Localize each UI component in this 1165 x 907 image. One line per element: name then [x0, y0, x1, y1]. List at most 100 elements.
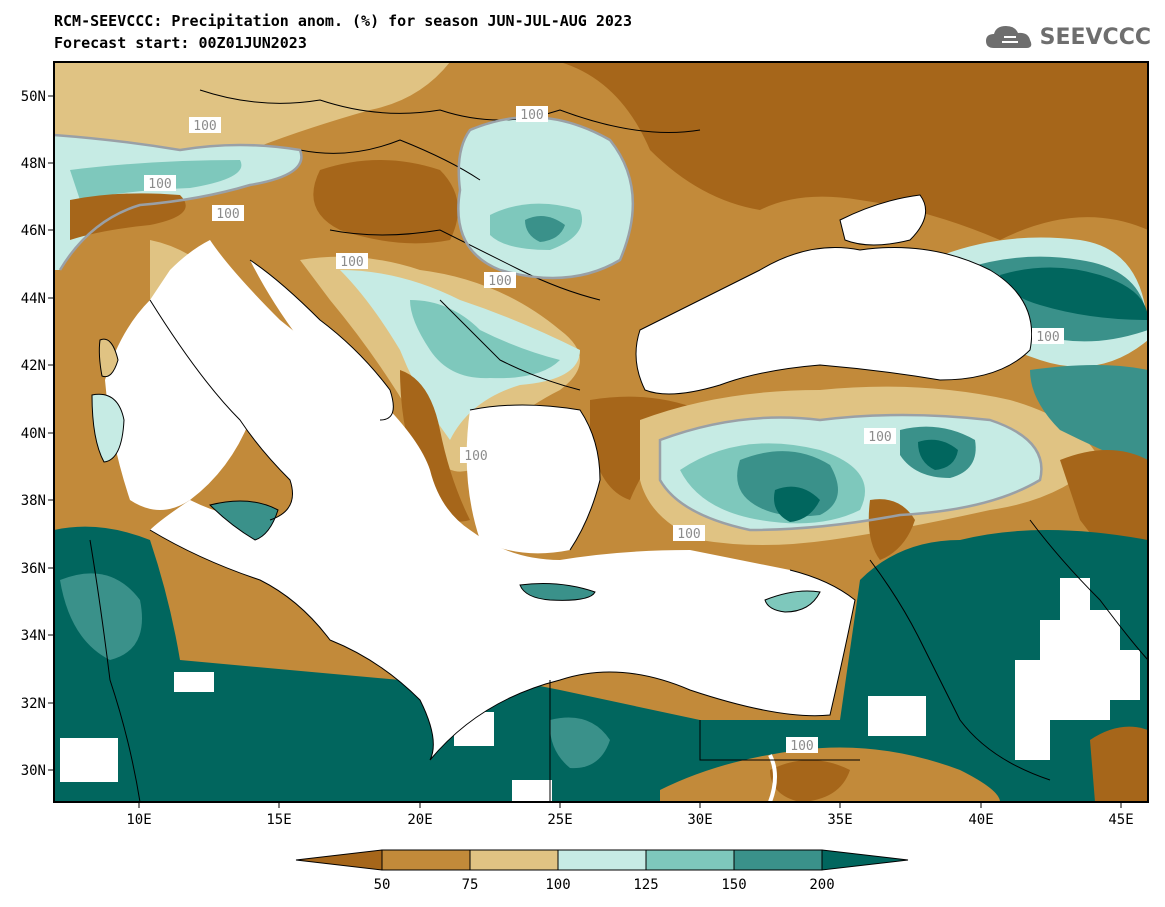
zone-east-wet — [1030, 365, 1148, 470]
legend-label: 100 — [545, 877, 570, 893]
contour-label: 100 — [484, 272, 516, 289]
coast-sicily — [209, 500, 279, 541]
border-9 — [699, 720, 860, 761]
legend-swatch-100-125 — [557, 849, 647, 871]
lat-label: 48N — [21, 156, 46, 172]
border-4 — [439, 299, 581, 391]
border-1 — [199, 89, 701, 133]
coast-med — [149, 529, 856, 761]
legend-swatch-50-75 — [381, 849, 471, 871]
lat-label: 44N — [21, 291, 46, 307]
zone-egypt-core — [770, 760, 850, 802]
coast-italy — [149, 299, 293, 521]
zone-libya-wet — [549, 717, 610, 769]
island-sicily — [210, 501, 278, 540]
border-3 — [329, 229, 601, 301]
lat-label: 30N — [21, 763, 46, 779]
legend-swatch-150-200 — [733, 849, 823, 871]
zone-greece-dry — [400, 370, 470, 522]
island-corsica — [99, 339, 118, 377]
zone-iraq-dry — [1090, 726, 1148, 802]
map-title: RCM-SEEVCCC: Precipitation anom. (%) for… — [54, 12, 632, 30]
svg-text:100: 100 — [520, 108, 543, 123]
border-6 — [1029, 519, 1148, 661]
contour-label: 100 — [786, 737, 818, 754]
seevccc-logo: SEEVCCC — [984, 22, 1151, 52]
legend-label: 125 — [633, 877, 658, 893]
contour-label: 100 — [1032, 328, 1064, 345]
svg-text:100: 100 — [216, 207, 239, 222]
color-legend: 50 75 100 125 150 200 — [295, 849, 909, 893]
contour-label: 100 — [336, 253, 368, 270]
lon-label: 40E — [968, 812, 993, 828]
zone-romania-wet — [458, 117, 633, 278]
border-7 — [89, 539, 141, 802]
lat-label: 34N — [21, 628, 46, 644]
coast-corsica — [98, 338, 119, 378]
coast-black-sea — [635, 247, 1033, 395]
contour-label: 100 — [144, 175, 176, 192]
island-crete — [520, 583, 595, 601]
coast-sardinia — [91, 393, 125, 463]
island-sardinia — [92, 394, 124, 462]
sea-mediterranean — [150, 240, 855, 760]
contour-label: 100 — [673, 525, 705, 542]
lon-label: 30E — [687, 812, 712, 828]
no-data-libya2 — [60, 738, 118, 782]
contour-label: 100 — [864, 428, 896, 445]
zone-hungary-dry — [313, 160, 458, 244]
legend-label: 75 — [462, 877, 479, 893]
contour-labels: 100 100 100 100 100 100 100 100 100 100 … — [144, 106, 1064, 754]
forecast-subtitle: Forecast start: 00Z01JUN2023 — [54, 34, 307, 52]
no-data-tunis — [174, 672, 214, 692]
zone-north-dry — [450, 62, 1148, 240]
lat-label: 40N — [21, 426, 46, 442]
zone-tunisia-mid — [60, 573, 142, 660]
lat-axis: 50N 48N 46N 44N 42N 40N 38N 36N 34N 32N … — [21, 89, 54, 779]
legend-swatch-125-150 — [645, 849, 735, 871]
zone-anatolia-max — [774, 486, 820, 522]
coast-azov — [839, 194, 927, 246]
zone-alps-dry — [70, 193, 186, 240]
border-5 — [869, 559, 1051, 781]
lon-axis: 10E 15E 20E 25E 30E 35E 40E 45E — [126, 802, 1134, 828]
legend-label: 50 — [374, 877, 391, 893]
lat-label: 36N — [21, 561, 46, 577]
zone-east-turkey-max — [918, 439, 958, 470]
coast-cyprus — [764, 590, 821, 613]
svg-text:100: 100 — [340, 255, 363, 270]
legend-swatch-below-50 — [295, 849, 383, 871]
coast-adriatic — [249, 259, 394, 421]
coast-crete — [519, 583, 596, 601]
zone-balkans-wet2 — [410, 300, 560, 379]
zone-caucasus-max — [1000, 267, 1148, 320]
contour-label: 100 — [212, 205, 244, 222]
svg-text:100: 100 — [464, 449, 487, 464]
svg-text:100: 100 — [868, 430, 891, 445]
river-nile — [768, 754, 777, 802]
sea-aegean — [466, 405, 600, 554]
lon-label: 20E — [407, 812, 432, 828]
sea-black — [636, 247, 1032, 394]
no-data-jordan — [868, 696, 926, 736]
logo-text: SEEVCCC — [1039, 24, 1151, 50]
zone-romania-core — [525, 216, 565, 242]
lon-label: 10E — [126, 812, 151, 828]
cloud-icon — [985, 26, 1031, 48]
legend-label: 150 — [721, 877, 746, 893]
legend-label: 200 — [809, 877, 834, 893]
lat-label: 38N — [21, 493, 46, 509]
lon-label: 35E — [827, 812, 852, 828]
legend-swatch-75-100 — [469, 849, 559, 871]
sea-adriatic — [250, 260, 394, 420]
map-frame — [53, 61, 1149, 803]
svg-text:100: 100 — [1036, 330, 1059, 345]
contour-label: 100 — [516, 106, 548, 123]
lat-label: 46N — [21, 223, 46, 239]
contour-label: 100 — [460, 447, 492, 464]
no-data-egypt — [512, 780, 552, 802]
coast-aegean — [469, 404, 601, 551]
no-data-arabia — [1015, 578, 1140, 760]
svg-text:100: 100 — [677, 527, 700, 542]
svg-text:100: 100 — [488, 274, 511, 289]
